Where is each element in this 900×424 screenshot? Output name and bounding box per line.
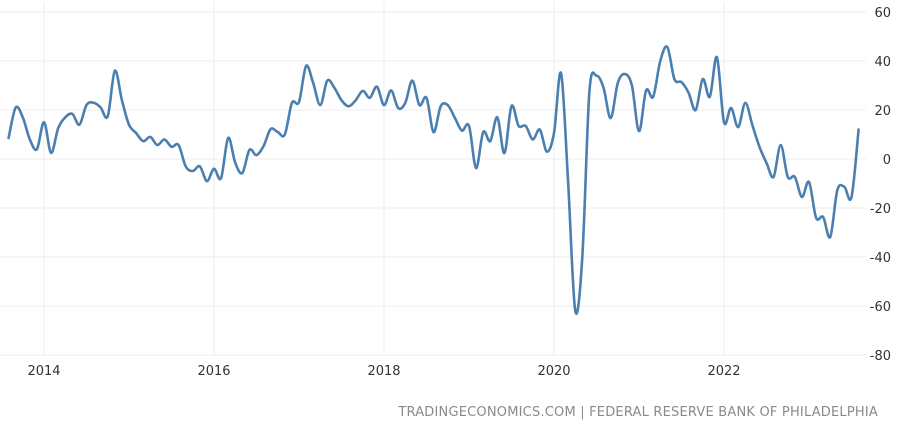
- x-tick-label: 2020: [537, 364, 570, 379]
- y-axis: 60 40 20 0 -20 -40 -60 -80: [870, 6, 891, 364]
- y-tick-label: 60: [874, 6, 891, 21]
- x-tick-label: 2014: [27, 364, 60, 379]
- y-tick-label: 20: [874, 104, 891, 119]
- y-tick-label: -60: [870, 300, 891, 315]
- x-tick-label: 2016: [197, 364, 230, 379]
- source-footer: TRADINGECONOMICS.COM | FEDERAL RESERVE B…: [397, 405, 878, 420]
- x-tick-label: 2018: [367, 364, 400, 379]
- grid: [0, 2, 866, 356]
- y-tick-label: -40: [870, 251, 891, 266]
- x-axis: 2014 2016 2018 2020 2022: [27, 364, 740, 379]
- y-tick-label: 0: [883, 153, 891, 168]
- y-tick-label: 40: [874, 55, 891, 70]
- y-tick-label: -80: [870, 349, 891, 364]
- series-line: [7, 45, 860, 315]
- y-tick-label: -20: [870, 202, 891, 217]
- data-points: [8, 47, 858, 311]
- x-tick-label: 2022: [707, 364, 740, 379]
